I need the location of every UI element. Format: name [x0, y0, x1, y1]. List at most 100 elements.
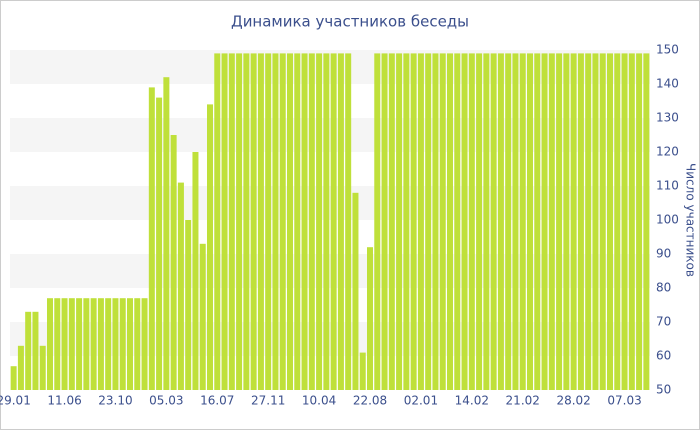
bar — [279, 53, 286, 391]
y-tick-label: 140 — [656, 77, 679, 91]
bar — [527, 53, 533, 391]
bar — [134, 298, 141, 390]
bar — [32, 311, 39, 390]
bar — [257, 53, 264, 391]
bar — [607, 53, 613, 391]
bar — [476, 53, 483, 391]
x-tick-label: 11.06 — [47, 394, 81, 408]
bar — [628, 53, 635, 391]
y-tick-label: 130 — [656, 111, 679, 125]
bar — [68, 298, 75, 390]
bar — [54, 298, 61, 390]
bar — [207, 104, 213, 391]
x-tick-label: 14.02 — [455, 394, 489, 408]
bar — [90, 298, 97, 390]
bar — [396, 53, 403, 391]
y-tick-label: 70 — [656, 315, 671, 329]
bar — [483, 53, 490, 391]
bar — [236, 53, 243, 391]
bar — [97, 298, 104, 390]
bar — [337, 53, 344, 391]
bar — [316, 53, 323, 391]
bar — [250, 53, 257, 391]
bar — [519, 53, 526, 391]
bar — [381, 53, 388, 391]
bar — [388, 53, 395, 391]
bar — [301, 53, 308, 391]
bar — [294, 53, 301, 391]
bar — [432, 53, 439, 391]
bar — [534, 53, 541, 391]
y-tick-label: 100 — [656, 213, 679, 227]
bar — [177, 182, 184, 390]
bar — [83, 298, 90, 390]
x-tick-label: 29.01 — [0, 394, 31, 408]
bar — [556, 53, 563, 391]
bar — [287, 53, 293, 391]
bar — [403, 53, 410, 391]
bar — [636, 53, 643, 391]
y-axis-label: Число участников — [684, 163, 698, 277]
bar — [199, 243, 206, 390]
x-tick-label: 28.02 — [556, 394, 590, 408]
bar — [417, 53, 424, 391]
bar — [468, 53, 475, 391]
bar — [119, 298, 126, 390]
bar — [505, 53, 512, 391]
y-tick-label: 110 — [656, 179, 679, 193]
bar — [570, 53, 577, 391]
bar — [621, 53, 628, 391]
y-tick-label: 90 — [656, 247, 671, 261]
bar — [141, 298, 148, 390]
y-tick-label: 80 — [656, 281, 671, 295]
bar — [39, 345, 46, 390]
bar — [214, 53, 221, 391]
bar — [592, 53, 599, 391]
y-tick-label: 60 — [656, 349, 671, 363]
bar — [345, 53, 352, 391]
bar — [47, 298, 53, 390]
x-tick-label: 05.03 — [149, 394, 183, 408]
bar — [425, 53, 432, 391]
bar — [148, 87, 155, 391]
bar — [490, 53, 497, 391]
bar — [447, 53, 453, 391]
bar — [614, 53, 621, 391]
bar — [170, 135, 177, 390]
bar — [243, 53, 250, 391]
bar — [599, 53, 606, 391]
bar — [454, 53, 461, 391]
bar — [577, 53, 584, 391]
bar — [61, 298, 68, 390]
bar — [228, 53, 235, 391]
x-tick-label: 07.03 — [607, 394, 641, 408]
bar — [461, 53, 468, 391]
bar — [352, 192, 359, 390]
x-tick-label: 02.01 — [404, 394, 438, 408]
bar — [410, 53, 417, 391]
bar — [541, 53, 548, 391]
bar — [548, 53, 555, 391]
bar — [163, 77, 170, 390]
bar — [156, 97, 163, 390]
bar — [17, 345, 24, 390]
bar — [221, 53, 228, 391]
bar — [112, 298, 119, 390]
y-tick-label: 120 — [656, 145, 679, 159]
bar — [643, 53, 650, 391]
bar — [10, 366, 17, 390]
bar — [585, 53, 592, 391]
bar — [367, 247, 373, 390]
x-tick-label: 21.02 — [506, 394, 540, 408]
bar — [272, 53, 279, 391]
bar — [497, 53, 504, 391]
bar — [25, 311, 32, 390]
bar — [439, 53, 446, 391]
bar — [265, 53, 272, 391]
bar — [192, 152, 199, 390]
x-tick-label: 16.07 — [200, 394, 234, 408]
x-tick-label: 23.10 — [98, 394, 132, 408]
bar — [127, 298, 133, 390]
bar — [512, 53, 519, 391]
